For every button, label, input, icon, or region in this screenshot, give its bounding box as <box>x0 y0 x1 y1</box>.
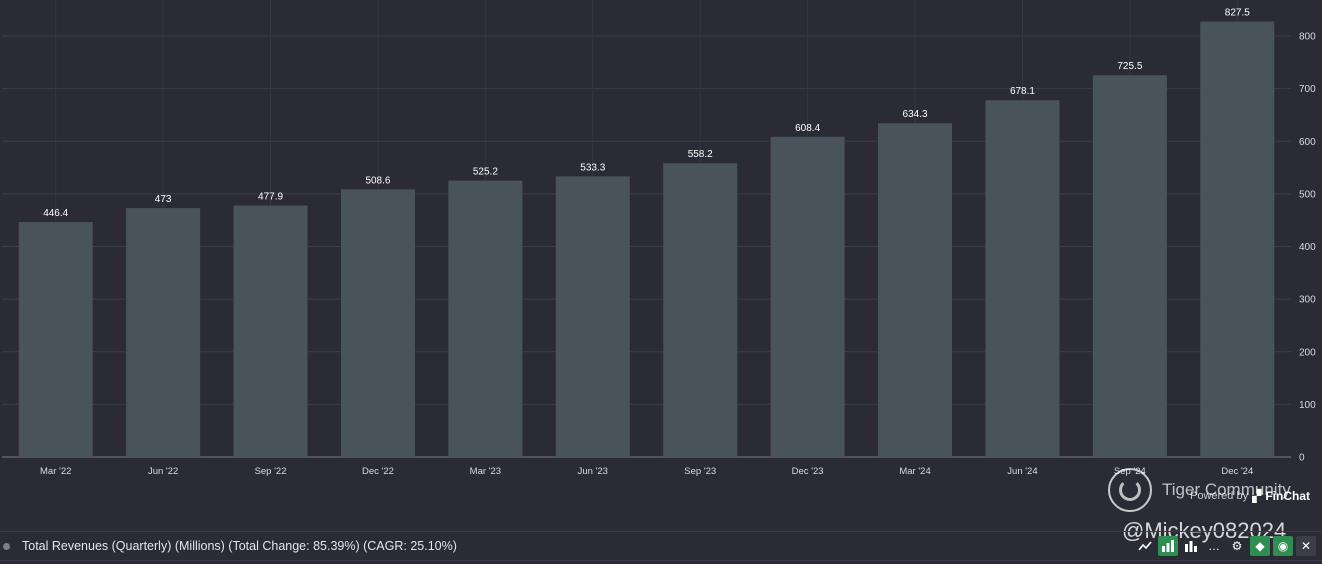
bar-value-label: 678.1 <box>1010 86 1035 97</box>
bars <box>18 21 1275 458</box>
y-tick-label: 800 <box>1299 32 1316 43</box>
finchat-logo-icon: ▞ <box>1252 489 1262 503</box>
bar-value-label: 725.5 <box>1117 61 1142 72</box>
bar[interactable] <box>878 123 953 458</box>
bar-value-label: 477.9 <box>258 192 283 203</box>
bar[interactable] <box>1200 21 1275 457</box>
bar-value-label: 508.6 <box>365 175 390 186</box>
chart-toolbar: … ⚙ ◆ ◉ ✕ <box>1135 536 1316 556</box>
x-tick-label: Mar '24 <box>899 466 930 477</box>
stacked-bar-icon[interactable] <box>1181 536 1201 556</box>
x-tick-label: Jun '22 <box>148 466 178 477</box>
x-tick-label: Dec '24 <box>1221 466 1253 477</box>
bar[interactable] <box>18 222 93 457</box>
x-tick-label: Sep '24 <box>1114 466 1146 477</box>
bar[interactable] <box>233 205 308 457</box>
bar[interactable] <box>985 100 1060 457</box>
bar[interactable] <box>663 163 738 457</box>
bar-value-label: 827.5 <box>1225 8 1250 19</box>
bar[interactable] <box>448 180 523 457</box>
x-tick-label: Dec '23 <box>792 466 824 477</box>
bar-value-label: 525.2 <box>473 167 498 178</box>
y-tick-label: 600 <box>1299 137 1316 148</box>
powered-by-label: Powered by <box>1190 490 1249 502</box>
y-tick-label: 100 <box>1299 400 1316 411</box>
chart-area: 446.4 473 477.9 508.6 525.2 533.3 558.2 608.4 63… <box>2 0 1316 477</box>
x-tick-label: Sep '22 <box>255 466 287 477</box>
legend-series-dot[interactable] <box>3 542 10 550</box>
powered-by-badge[interactable]: Powered by ▞ FinChat <box>1190 489 1310 503</box>
x-tick-label: Dec '22 <box>362 466 394 477</box>
y-tick-label: 500 <box>1299 189 1316 200</box>
bar[interactable] <box>1092 75 1167 457</box>
bar-value-label: 634.3 <box>903 109 928 120</box>
y-tick-label: 700 <box>1299 84 1316 95</box>
bar-chart-icon[interactable] <box>1158 536 1178 556</box>
revenue-bar-chart: 446.4 473 477.9 508.6 525.2 533.3 558.2 608.4 63… <box>2 0 1316 477</box>
y-tick-label: 400 <box>1299 242 1316 253</box>
bar[interactable] <box>126 208 201 457</box>
x-axis-ticks: Mar '22 Jun '22 Sep '22 Dec '22 Mar '23 Jun '… <box>40 466 1253 477</box>
bar-value-label: 608.4 <box>795 123 820 134</box>
gear-icon[interactable]: ⚙ <box>1231 539 1243 553</box>
bar-value-label: 558.2 <box>688 149 713 160</box>
y-tick-label: 200 <box>1299 347 1316 358</box>
bar[interactable] <box>555 176 630 457</box>
bar-value-labels: 446.4 473 477.9 508.6 525.2 533.3 558.2 608.4 63… <box>43 8 1250 220</box>
x-tick-label: Mar '22 <box>40 466 71 477</box>
x-tick-label: Jun '23 <box>578 466 608 477</box>
bar[interactable] <box>340 189 415 457</box>
legend-bar: Total Revenues (Quarterly) (Millions) (T… <box>0 531 1322 561</box>
y-axis-ticks: 0 100 200 300 400 500 600 700 800 <box>1299 32 1316 464</box>
x-tick-label: Mar '23 <box>470 466 501 477</box>
more-icon[interactable]: … <box>1208 539 1220 553</box>
line-chart-icon[interactable] <box>1135 536 1155 556</box>
y-tick-label: 300 <box>1299 295 1316 306</box>
eye-icon[interactable]: ◉ <box>1273 536 1293 556</box>
bar-value-label: 446.4 <box>43 208 68 219</box>
x-tick-label: Jun '24 <box>1007 466 1037 477</box>
bar-value-label: 473 <box>155 194 172 205</box>
x-tick-label: Sep '23 <box>684 466 716 477</box>
bar-value-label: 533.3 <box>580 162 605 173</box>
tag-icon[interactable]: ◆ <box>1250 536 1270 556</box>
bar[interactable] <box>770 136 845 457</box>
finchat-brand: FinChat <box>1265 489 1310 503</box>
close-icon[interactable]: ✕ <box>1296 536 1316 556</box>
y-tick-label: 0 <box>1299 453 1305 464</box>
legend-series-label[interactable]: Total Revenues (Quarterly) (Millions) (T… <box>22 539 457 553</box>
